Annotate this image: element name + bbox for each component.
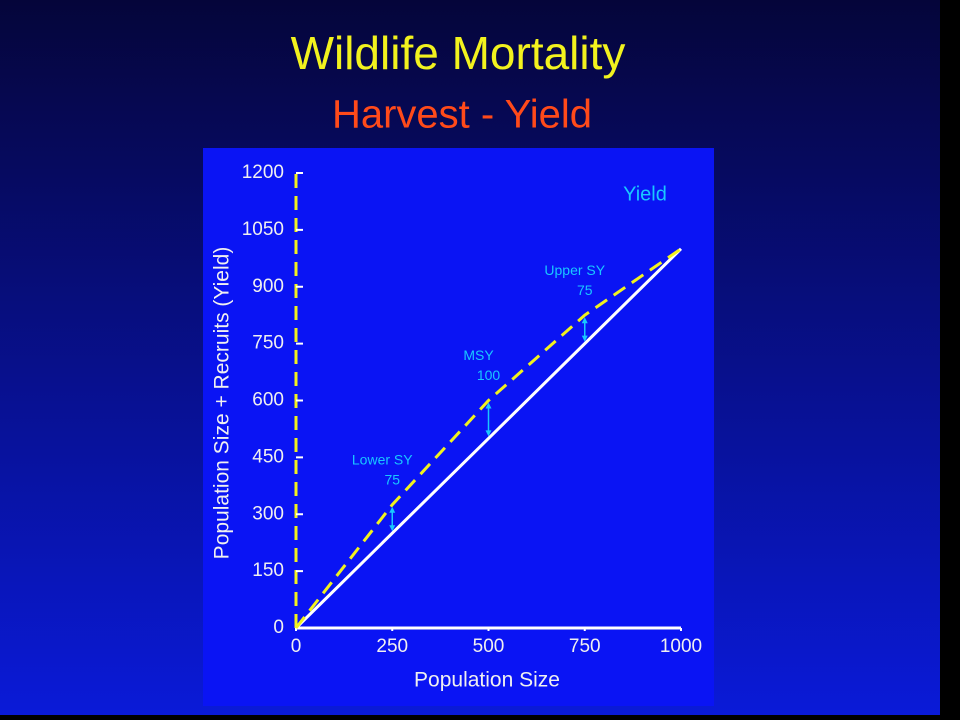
x-tick-label: 0 — [291, 636, 302, 657]
plot-background — [203, 148, 714, 706]
annotation-label: Upper SY — [544, 262, 605, 278]
x-tick-label: 500 — [473, 636, 505, 657]
y-tick-label: 600 — [252, 390, 284, 411]
arrow-head — [581, 317, 588, 324]
series-line — [294, 247, 682, 629]
annotation-value: 100 — [477, 367, 501, 383]
y-axis-label: Population Size + Recruits (Yield) — [211, 247, 234, 560]
x-tick-label: 250 — [376, 636, 408, 657]
x-tick-label: 1000 — [660, 636, 702, 657]
y-tick-label: 0 — [273, 617, 284, 638]
annotation-label: MSY — [463, 347, 494, 363]
y-tick-label: 450 — [252, 446, 284, 467]
corner-label: Yield — [623, 183, 667, 205]
arrow-head — [485, 402, 492, 409]
annotation-label: Lower SY — [352, 451, 413, 467]
y-tick-label: 900 — [252, 276, 284, 297]
x-axis-label: Population Size — [414, 669, 560, 692]
chart-title: Wildlife Mortality — [291, 27, 626, 79]
arrow-head — [485, 430, 492, 437]
annotation-value: 75 — [577, 282, 593, 298]
arrow-head — [389, 506, 396, 513]
y-tick-label: 1050 — [242, 219, 284, 240]
y-tick-label: 150 — [252, 560, 284, 581]
series-line — [294, 247, 683, 630]
y-tick-label: 300 — [252, 503, 284, 524]
arrow-head — [389, 525, 396, 532]
x-tick-label: 750 — [569, 636, 601, 657]
annotation-value: 75 — [384, 471, 400, 487]
arrow-head — [581, 335, 588, 342]
chart-subtitle: Harvest - Yield — [332, 93, 592, 137]
y-tick-label: 1200 — [242, 162, 284, 183]
y-tick-label: 750 — [252, 333, 284, 354]
